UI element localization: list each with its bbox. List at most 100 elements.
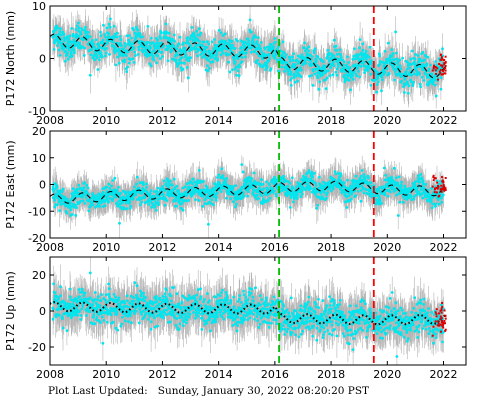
daily-point bbox=[206, 40, 209, 44]
daily-point bbox=[118, 54, 122, 57]
daily-point bbox=[317, 87, 321, 91]
daily-point bbox=[185, 66, 189, 69]
daily-point bbox=[147, 41, 151, 44]
daily-point bbox=[151, 203, 155, 207]
y-tick-label: 0 bbox=[39, 53, 46, 66]
daily-point bbox=[434, 60, 438, 63]
daily-point bbox=[348, 66, 352, 69]
daily-point bbox=[104, 51, 108, 55]
daily-point bbox=[56, 26, 60, 30]
daily-point bbox=[236, 39, 240, 43]
daily-point bbox=[72, 49, 76, 53]
daily-point bbox=[53, 198, 56, 202]
daily-point bbox=[112, 188, 116, 192]
daily-point bbox=[160, 50, 164, 54]
daily-point bbox=[101, 38, 105, 42]
x-tick-label: 2014 bbox=[205, 114, 233, 127]
daily-point bbox=[363, 68, 367, 72]
daily-point bbox=[70, 27, 73, 30]
daily-point bbox=[117, 199, 121, 203]
daily-point bbox=[177, 42, 181, 46]
daily-point bbox=[217, 29, 221, 32]
daily-point bbox=[152, 55, 155, 59]
daily-point bbox=[378, 54, 382, 58]
daily-point bbox=[376, 76, 380, 80]
daily-point bbox=[136, 28, 140, 32]
recent-point bbox=[444, 64, 447, 67]
daily-point bbox=[124, 192, 128, 196]
daily-point bbox=[326, 69, 330, 72]
daily-point bbox=[334, 44, 338, 48]
daily-point bbox=[257, 54, 261, 58]
daily-point bbox=[320, 58, 323, 62]
daily-point bbox=[92, 45, 96, 49]
daily-point bbox=[62, 33, 66, 36]
daily-point bbox=[317, 65, 321, 69]
daily-point bbox=[230, 39, 234, 43]
daily-point bbox=[378, 62, 382, 66]
daily-point bbox=[291, 55, 294, 59]
daily-point bbox=[390, 54, 394, 58]
daily-point bbox=[146, 25, 150, 28]
daily-point bbox=[228, 70, 232, 74]
daily-point bbox=[53, 196, 56, 200]
daily-point bbox=[53, 205, 57, 209]
daily-point bbox=[187, 42, 191, 45]
daily-point bbox=[198, 34, 202, 37]
daily-point bbox=[74, 214, 78, 217]
daily-point bbox=[311, 84, 315, 87]
daily-point bbox=[409, 80, 413, 83]
x-tick-label: 2016 bbox=[261, 114, 289, 127]
daily-point bbox=[248, 18, 252, 22]
daily-point bbox=[379, 60, 382, 64]
recent-position-points bbox=[431, 53, 447, 81]
daily-point bbox=[408, 73, 411, 77]
daily-point bbox=[99, 34, 103, 38]
daily-point bbox=[190, 26, 194, 29]
daily-point bbox=[293, 63, 297, 66]
daily-point bbox=[407, 84, 411, 88]
daily-point bbox=[357, 70, 360, 73]
daily-point bbox=[300, 68, 303, 72]
daily-point bbox=[59, 202, 63, 206]
recent-point bbox=[440, 58, 443, 61]
daily-point bbox=[206, 64, 210, 68]
daily-point bbox=[58, 30, 62, 34]
daily-point bbox=[377, 80, 380, 84]
y-tick-label: 10 bbox=[32, 0, 46, 13]
daily-point bbox=[235, 53, 239, 57]
daily-point bbox=[427, 82, 431, 85]
daily-point bbox=[422, 63, 425, 66]
daily-point bbox=[184, 53, 188, 56]
daily-point bbox=[52, 48, 56, 51]
daily-point bbox=[219, 53, 223, 57]
daily-point bbox=[404, 70, 408, 73]
daily-point bbox=[107, 35, 110, 38]
daily-point bbox=[291, 58, 295, 62]
daily-point bbox=[269, 43, 273, 47]
daily-point bbox=[234, 65, 238, 69]
daily-point bbox=[385, 67, 389, 71]
daily-point bbox=[207, 42, 211, 46]
daily-point bbox=[204, 50, 208, 54]
daily-point bbox=[300, 53, 304, 56]
daily-point bbox=[227, 42, 231, 45]
daily-point bbox=[156, 186, 160, 190]
daily-point bbox=[136, 53, 140, 56]
daily-point bbox=[206, 69, 210, 73]
y-axis-label: P172 North (mm) bbox=[4, 11, 17, 106]
daily-point bbox=[146, 190, 149, 194]
daily-point bbox=[194, 39, 197, 43]
daily-point bbox=[281, 40, 285, 44]
daily-point bbox=[66, 51, 69, 55]
daily-point bbox=[55, 185, 59, 189]
daily-point bbox=[412, 72, 416, 75]
recent-point bbox=[443, 59, 446, 62]
daily-point bbox=[408, 66, 411, 70]
daily-point bbox=[62, 46, 65, 50]
daily-point bbox=[387, 72, 391, 76]
daily-point bbox=[342, 60, 346, 64]
daily-point bbox=[223, 32, 227, 36]
recent-point bbox=[432, 67, 435, 70]
daily-point bbox=[231, 68, 234, 72]
